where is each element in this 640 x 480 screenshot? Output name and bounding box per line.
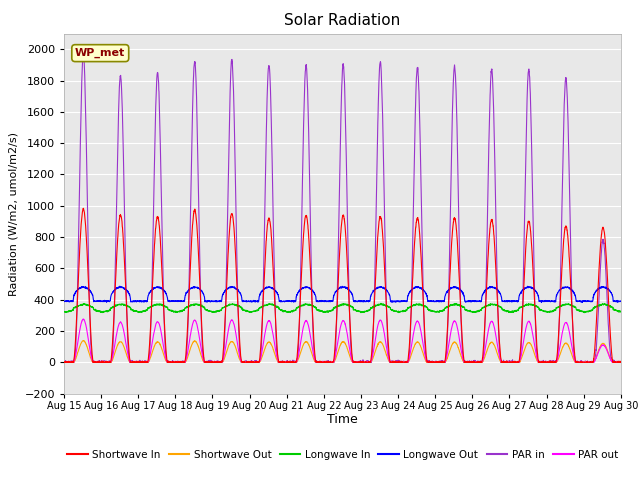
Legend: Shortwave In, Shortwave Out, Longwave In, Longwave Out, PAR in, PAR out: Shortwave In, Shortwave Out, Longwave In… [63,445,622,464]
Text: WP_met: WP_met [75,48,125,58]
Title: Solar Radiation: Solar Radiation [284,13,401,28]
X-axis label: Time: Time [327,413,358,426]
Y-axis label: Radiation (W/m2, umol/m2/s): Radiation (W/m2, umol/m2/s) [9,132,19,296]
